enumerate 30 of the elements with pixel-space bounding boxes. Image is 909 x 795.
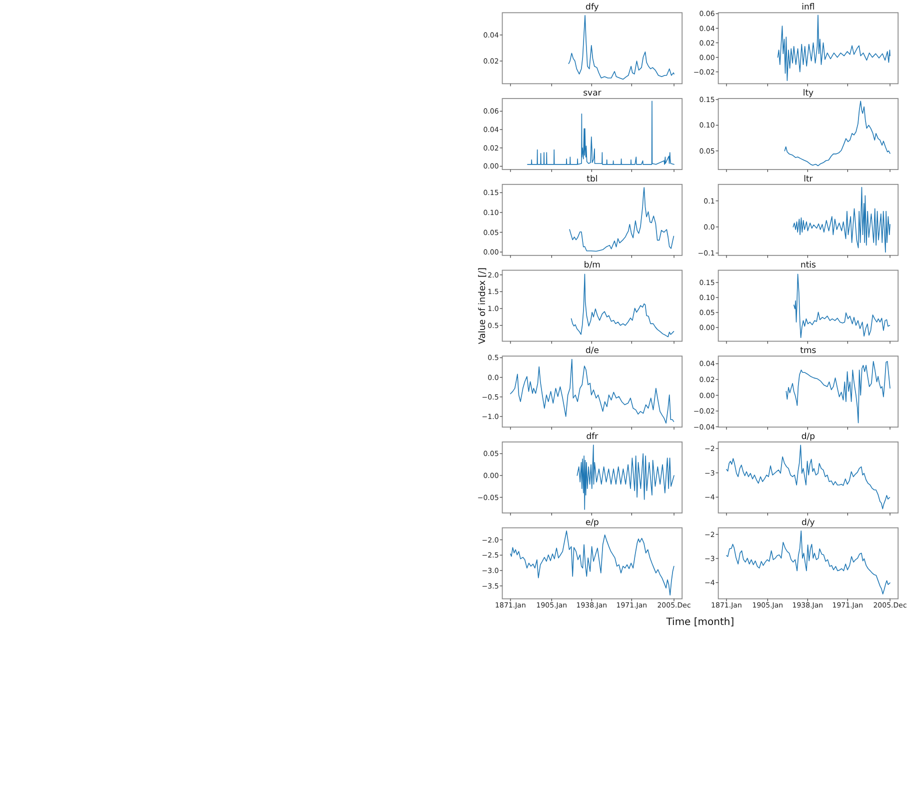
chart-title: dfy [586, 2, 599, 13]
chart-title: tbl [586, 174, 598, 184]
line-series [568, 15, 674, 80]
chart-title: ntis [800, 260, 817, 270]
chart-title: lty [802, 88, 814, 99]
line-series [786, 360, 890, 424]
line-series [569, 187, 674, 252]
line-series [793, 274, 890, 338]
line-series [726, 444, 890, 510]
chart-title: dfr [586, 432, 599, 442]
chart-title: d/y [802, 518, 815, 528]
line-series [777, 14, 890, 81]
line-series [570, 274, 674, 338]
line-series [726, 530, 890, 594]
chart-title: tms [800, 346, 817, 356]
chart-title: infl [802, 2, 815, 13]
line-series [576, 444, 674, 510]
chart-title: b/m [584, 260, 600, 270]
line-series [784, 100, 890, 166]
line-series [792, 186, 890, 253]
chart-title: d/e [585, 346, 599, 356]
chart-title: svar [583, 88, 602, 99]
chart-title: e/p [585, 518, 599, 528]
line-series [510, 530, 674, 596]
line-series [527, 100, 674, 165]
x-axis-title: Time [month] [665, 616, 734, 628]
line-series [510, 358, 674, 424]
y-axis-title: Value of index [/] [478, 267, 488, 344]
chart-title: ltr [804, 174, 814, 184]
chart-title: d/p [801, 432, 816, 442]
